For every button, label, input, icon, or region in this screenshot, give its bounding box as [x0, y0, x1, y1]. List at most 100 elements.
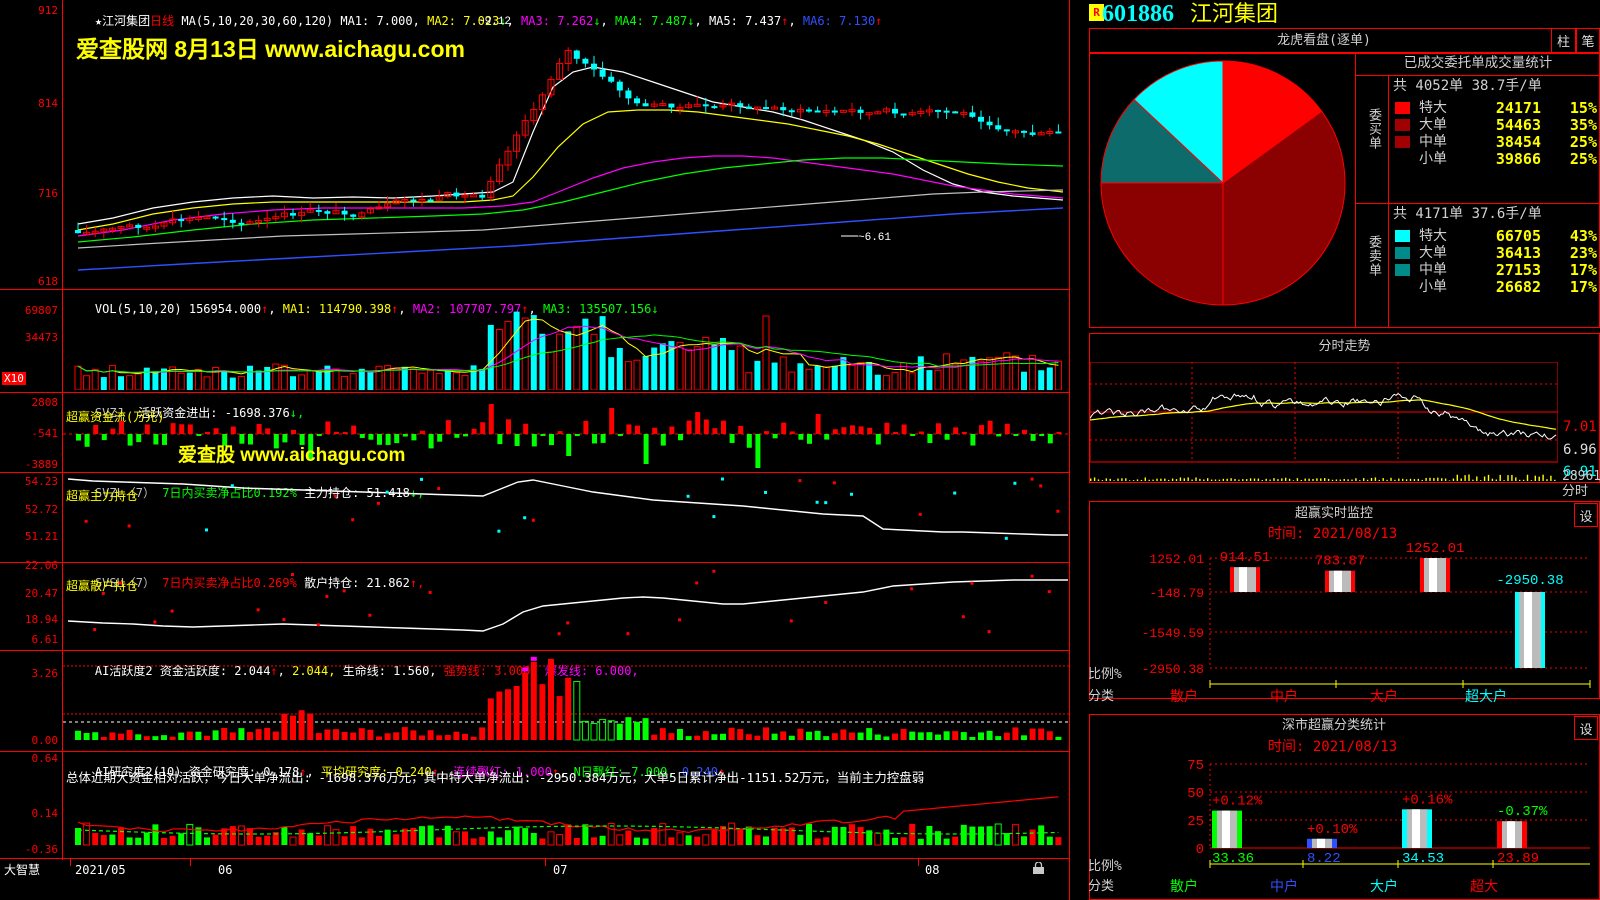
svg-text:~9.12: ~9.12 — [478, 16, 511, 28]
intraday-chart[interactable] — [1090, 362, 1558, 482]
svg-text:23.89: 23.89 — [1497, 851, 1539, 867]
table-row: 中单 38454 25% — [1393, 134, 1599, 151]
sell-swatch-3 — [1393, 279, 1417, 296]
svzj-arrow: ↓, — [289, 406, 305, 420]
ai-research-header: AI研究度2(10) 资金研究度: 0.178↑, 平均研究度: 0.240↑,… — [94, 765, 733, 779]
time-axis-divider — [0, 858, 1069, 859]
vol-ma2-value: 107707.797 — [449, 302, 522, 316]
buy-side-label: 委买单 — [1366, 108, 1381, 150]
ai-activity-axis-tick: 0.00 — [31, 734, 59, 747]
svzj-header: SVZJ 活跃资金进出: -1698.376↓, — [66, 395, 304, 431]
time-axis-label: 07 — [553, 863, 568, 877]
price-axis-tick: 716 — [38, 187, 58, 200]
monitor-settings-button[interactable]: 设 — [1574, 503, 1598, 527]
classify-class-label: 分类 — [1088, 879, 1115, 894]
sell-value-2: 27153 — [1495, 261, 1541, 279]
ai-activity-label-4: 爆发线: — [544, 664, 589, 678]
svg-text:34.53: 34.53 — [1402, 851, 1444, 867]
svzl-arrow: ↓, — [409, 486, 425, 500]
order-stats-title: 已成交委托单成交量统计 — [1403, 55, 1553, 71]
monitor-cat-1: 中户 — [1270, 689, 1298, 705]
ma4-value: 7.487 — [651, 14, 688, 28]
vol-ma2-arrow: ↑ — [521, 302, 529, 316]
sell-value-1: 36413 — [1495, 244, 1541, 262]
ai-research-summary: 总体近期大资金相对活跃，今日大单净流出: -1698.376万元，其中特大单净流… — [66, 770, 925, 785]
ma2-arrow: ↓ — [499, 14, 507, 28]
svg-text:1252.01: 1252.01 — [1406, 541, 1465, 557]
tab-zhu[interactable]: 柱 — [1551, 28, 1576, 53]
buy-name-0: 特大 — [1419, 100, 1447, 116]
svg-text:-1549.59: -1549.59 — [1142, 626, 1204, 641]
svg-text:0: 0 — [1196, 842, 1204, 858]
ai-activity-label-3: 强势线: — [443, 664, 487, 678]
time-axis-tick — [918, 858, 919, 866]
ma5-arrow: ↑ — [781, 14, 789, 28]
sell-pct-0: 43% — [1569, 227, 1597, 245]
svsh-axis-tick: 22.06 — [24, 559, 58, 572]
vol-ma1-label: MA1: — [282, 302, 312, 316]
monitor-cat-3: 超大户 — [1465, 689, 1507, 705]
svzj-axis-tick: -541 — [31, 427, 59, 440]
kline-period[interactable]: 日线 — [150, 14, 175, 28]
stock-code: 601886 — [1102, 1, 1174, 27]
sell-name-0: 特大 — [1419, 228, 1447, 244]
svg-text:8.22: 8.22 — [1307, 851, 1341, 867]
sell-pct-2: 17% — [1569, 261, 1597, 279]
table-row: 小单 39866 25% — [1393, 151, 1599, 168]
lock-icon[interactable] — [1032, 862, 1045, 874]
buy-swatch-1 — [1393, 117, 1417, 134]
intraday-tick-mid: 6.96 — [1563, 442, 1597, 458]
ma3-value: 7.262 — [557, 14, 594, 28]
flag-badge: R — [1089, 4, 1104, 21]
app-name: 大智慧 — [4, 863, 41, 877]
tab-bi-label: 笔 — [1581, 35, 1595, 50]
kline-chart[interactable]: ~9.12 ~6.61 — [63, 12, 1069, 284]
svzj-axis-tick: -3889 — [24, 458, 58, 471]
svsh-arrow: ↑, — [409, 576, 425, 590]
ai-activity-axis-tick: 3.26 — [31, 667, 59, 680]
ai-activity-label-2: 生命线: — [342, 664, 386, 678]
classify-cat-0: 散户 — [1170, 879, 1198, 895]
buy-order-table: 特大 24171 15% 大单 54463 35% 中单 38454 25% 小… — [1393, 100, 1599, 168]
volume-chart[interactable] — [63, 300, 1069, 390]
classify-cat-3: 超大 — [1470, 879, 1498, 895]
classify-settings-button[interactable]: 设 — [1574, 716, 1598, 740]
svsh-net-ratio: 7日内买卖净占比0.269% — [162, 576, 297, 590]
monitor-chart[interactable]: 1252.01 -148.79 -1549.59 -2950.38 914.51 783.… — [1090, 540, 1599, 698]
classify-time-label: 时间: 2021/08/13 — [1268, 739, 1398, 755]
volume-arrow: ↑ — [261, 302, 269, 316]
sell-name-2: 中单 — [1419, 262, 1447, 278]
svsh-chart[interactable] — [63, 564, 1069, 647]
ai-activity-value-2: 1.560, — [393, 664, 437, 678]
buy-name-1: 大单 — [1419, 117, 1447, 133]
stats-buy-sell-divider — [1355, 203, 1600, 204]
table-row: 特大 66705 43% — [1393, 228, 1599, 245]
time-axis-label: 2021/05 — [75, 863, 126, 877]
svzl-net-ratio: 7日内买卖净占比0.192% — [162, 486, 297, 500]
time-axis-label: 08 — [925, 863, 940, 877]
ai-activity-chart[interactable] — [63, 652, 1069, 747]
ma2-label: MA2: — [427, 14, 456, 28]
monitor-cat-0: 散户 — [1170, 689, 1198, 705]
table-row: 中单 27153 17% — [1393, 262, 1599, 279]
svzl-chart[interactable] — [63, 474, 1069, 559]
stats-title-divider — [1355, 75, 1600, 76]
ai-research-chart[interactable] — [63, 790, 1069, 855]
ai-research-title: AI研究度2(10) — [94, 765, 182, 779]
tab-bi[interactable]: 笔 — [1576, 28, 1600, 53]
ai-research-value-1: 0.240 — [395, 765, 432, 779]
svzj-chart[interactable] — [63, 394, 1069, 470]
buy-value-2: 38454 — [1495, 133, 1541, 151]
svg-text:-2950.38: -2950.38 — [1142, 662, 1204, 677]
buy-name-2: 中单 — [1419, 134, 1447, 150]
watermark-mid: 爱查股 www.aichagu.com — [178, 445, 406, 466]
time-axis-label: 06 — [218, 863, 233, 877]
svg-text:-2950.38: -2950.38 — [1496, 573, 1563, 589]
classify-ratio-label: 比例% — [1088, 859, 1122, 874]
vol-ma3-value: 135507.156 — [579, 302, 652, 316]
monitor-ratio-label: 比例% — [1088, 667, 1122, 682]
ma2-value: 7.023 — [463, 14, 500, 28]
volume-scale-label: X10 — [4, 372, 24, 385]
svg-text:1252.01: 1252.01 — [1149, 552, 1204, 567]
classify-chart[interactable]: 75 50 25 0 +0.12% 33.36 +0.10% 8.22 +0.16% 34.53 -… — [1090, 752, 1599, 872]
